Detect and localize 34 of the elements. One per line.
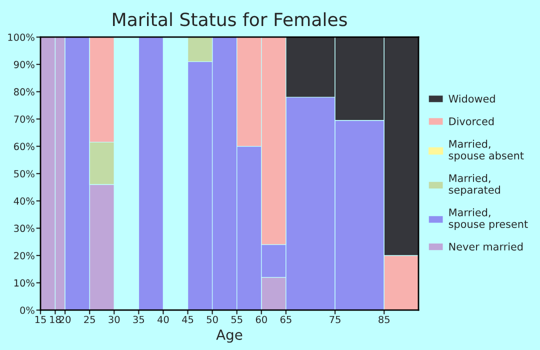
x-axis-title: Age [216, 330, 242, 343]
y-tick-label: 20% [14, 252, 34, 260]
y-tick-label: 50% [14, 170, 34, 178]
y-tick-label: 100% [8, 34, 34, 41]
x-tick-label: 15 [35, 316, 46, 324]
y-tick-label: 10% [14, 279, 34, 287]
x-tick-label: 40 [158, 316, 169, 324]
y-tick-label: 40% [14, 197, 34, 205]
x-tick-label: 35 [133, 316, 144, 324]
legend-label: Married, spouse present [448, 208, 528, 230]
bar [138, 37, 164, 310]
chart-title: Marital Status for Females [113, 12, 347, 26]
x-tick-label: 55 [231, 316, 242, 324]
legend-label: Widowed [448, 94, 495, 103]
legend-label: Never married [449, 242, 523, 251]
x-tick-label: 60 [256, 316, 267, 324]
y-tick-label: 60% [14, 142, 34, 150]
x-tick-label: 50 [206, 316, 218, 324]
x-tick-label: 65 [280, 316, 292, 324]
y-tick-label: 80% [14, 88, 34, 96]
y-tick-label: 70% [14, 115, 34, 123]
x-tick-label: 18 [50, 316, 61, 324]
x-tick-label: 25 [84, 316, 95, 324]
legend-label: Married, separated [448, 174, 500, 196]
x-tick-label: 30 [108, 316, 120, 324]
y-tick-label: 90% [14, 60, 34, 68]
x-tick-label: 20 [60, 316, 71, 324]
x-tick-label: 75 [330, 316, 340, 324]
x-tick-label: 85 [378, 316, 390, 324]
legend-label: Divorced [449, 117, 494, 126]
legend-label: Married, spouse absent [448, 140, 524, 162]
y-tick-label: 0% [20, 306, 34, 314]
y-tick-label: 30% [14, 224, 34, 232]
x-tick-label: 45 [182, 316, 194, 324]
